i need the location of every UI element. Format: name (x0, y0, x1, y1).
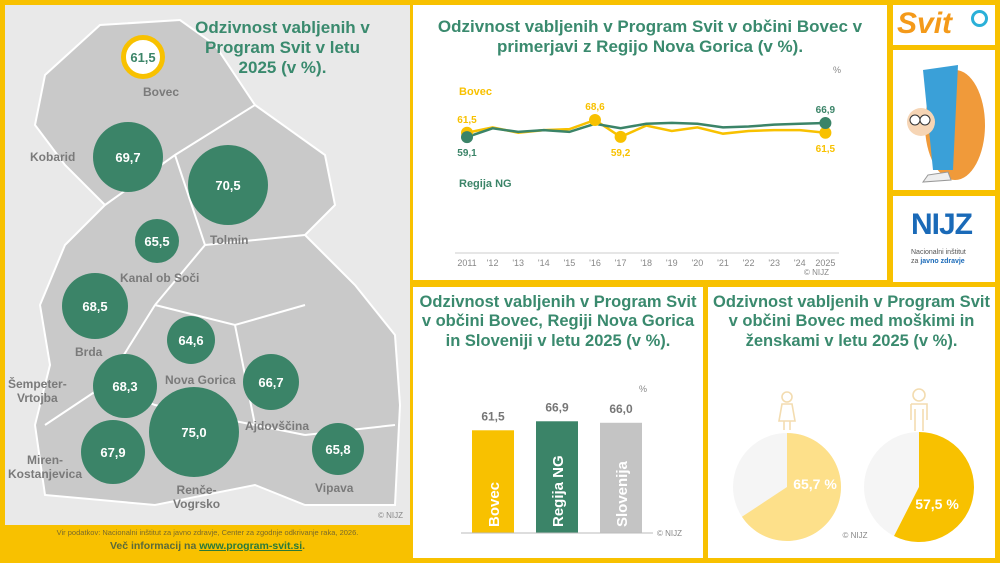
municipality-label: Brda (75, 345, 103, 359)
bar-chart: % 61,5 Bovec 66,9 Regija NG 66,0 Slovenija © NI… (461, 384, 682, 538)
pie-chart-panel: Odzivnost vabljenih v Program Svit v obč… (708, 287, 995, 558)
nijz-logo: NIJZ (911, 208, 973, 241)
pie-chart-title: Odzivnost vabljenih v Program Svit v obč… (713, 293, 990, 350)
more-info-text: Več informacij na (109, 540, 200, 552)
data-point (819, 117, 832, 130)
punct: . (302, 540, 306, 552)
municipality-bubble: 68,5 (62, 273, 128, 339)
pie-slice (894, 432, 974, 542)
bar (600, 422, 642, 533)
x-tick-label: 2011 (457, 258, 476, 268)
municipality-label: Renče- Vogrsko (173, 483, 221, 511)
x-tick-label: '20 (692, 258, 704, 268)
municipality-label: Kobarid (30, 150, 76, 164)
data-point (461, 131, 473, 144)
mascot-panel (893, 50, 995, 190)
x-tick-label: '19 (666, 258, 678, 268)
copyright: © NIJZ (804, 268, 829, 277)
line-chart-title: Odzivnost vabljenih v Program Svit v obč… (437, 17, 863, 57)
municipality-label: Šempeter- Vrtojba (8, 377, 67, 405)
data-point (819, 126, 832, 139)
municipality-bubble: 65,8 (312, 423, 364, 475)
pie-label: 57,5 % (915, 496, 959, 512)
bar-chart-title: Odzivnost vabljenih v Program Svit v obč… (419, 293, 697, 350)
copyright: © NIJZ (842, 531, 867, 540)
pie-slice (741, 433, 841, 541)
series-line-regija (466, 121, 826, 139)
data-point (589, 114, 601, 126)
x-tick-label: '16 (589, 258, 601, 268)
x-tick-label: '14 (538, 258, 550, 268)
map-title: Odzivnost vabljenih v Program Svit v let… (195, 18, 370, 78)
nijz-line2b: javno zdravje (920, 258, 965, 266)
municipality-label: Bovec (143, 85, 180, 99)
municipality-bubble: 64,6 (167, 316, 215, 364)
bar (536, 421, 578, 533)
municipality-label: Tolmin (210, 233, 249, 247)
bar-value-label: 61,5 (481, 409, 505, 423)
x-tick-label: '15 (564, 258, 576, 268)
man-icon (910, 388, 928, 431)
pie-charts: 65,7 % 57,5 % © NIJZ (733, 388, 974, 542)
source-text: Vir podatkov: Nacionalni inštitut za jav… (56, 528, 359, 537)
x-tick-label: '24 (794, 258, 806, 268)
municipality-label: Kanal ob Soči (120, 271, 200, 285)
legend-label: Bovec (459, 86, 492, 98)
bar (472, 430, 514, 533)
data-label: 61,5 (816, 144, 836, 155)
footer: Vir podatkov: Nacionalni inštitut za jav… (5, 528, 410, 552)
data-label: 66,9 (816, 105, 836, 116)
bar-category-label: Bovec (486, 482, 503, 527)
magnifier-icon (971, 10, 988, 27)
line-chart: % 2011 '12 '13 '14 '15 '16 '17 '18 '19 '20 '21 '22 '2… (455, 65, 841, 277)
pie-label: 65,7 % (793, 476, 837, 492)
bar-value-label: 66,9 (545, 400, 569, 414)
municipality-bubble: 75,0 (149, 387, 239, 477)
svit-logo-panel: Svit (893, 5, 995, 45)
x-tick-label: '12 (487, 258, 499, 268)
svit-logo: Svit (897, 7, 953, 40)
municipality-label: Nova Gorica (165, 373, 236, 387)
x-tick-label: '23 (768, 258, 780, 268)
x-tick-label: '17 (615, 258, 627, 268)
x-tick-label: '21 (717, 258, 729, 268)
x-tick-label: '13 (512, 258, 524, 268)
unit-label: % (833, 65, 841, 75)
municipality-bubble: 70,5 (188, 145, 268, 225)
legend-label: Regija NG (459, 178, 512, 190)
map-panel: Odzivnost vabljenih v Program Svit v let… (5, 5, 410, 525)
data-label: 59,1 (457, 148, 477, 159)
data-label: 59,2 (611, 148, 631, 159)
bar-category-label: Slovenija (614, 460, 631, 527)
bar-value-label: 66,0 (609, 402, 633, 416)
municipality-bubble: 61,5 (121, 35, 165, 79)
data-point (614, 130, 627, 143)
municipality-label: Miren- Kostanjevica (8, 453, 83, 481)
bar-category-label: Regija NG (550, 455, 567, 527)
program-svit-link[interactable]: www.program-svit.si (199, 540, 303, 552)
x-tick-label: '18 (640, 258, 652, 268)
x-tick-label: 2025 (815, 258, 835, 268)
nijz-line1: Nacionalni inštitut (911, 249, 966, 256)
municipality-bubble: 68,3 (93, 354, 157, 418)
municipality-bubble: 66,7 (243, 354, 299, 410)
municipality-bubble: 69,7 (93, 122, 163, 192)
unit-label: % (639, 384, 647, 394)
x-tick-label: '22 (743, 258, 755, 268)
woman-icon (778, 391, 796, 430)
map-copyright: © NIJZ (378, 511, 404, 520)
municipality-label: Vipava (315, 481, 354, 495)
mascot-illustration (907, 65, 985, 183)
copyright: © NIJZ (657, 529, 682, 538)
bar-chart-panel: Odzivnost vabljenih v Program Svit v obč… (413, 287, 703, 558)
municipality-label: Ajdovščina (245, 419, 310, 433)
nijz-line2a: za (911, 258, 921, 266)
data-label: 61,5 (457, 115, 477, 126)
nijz-logo-panel: NIJZ Nacionalni inštitut za javno zdravje (893, 196, 995, 282)
municipality-bubble: 67,9 (81, 420, 145, 484)
municipality-bubble: 65,5 (135, 219, 179, 263)
line-chart-panel: Odzivnost vabljenih v Program Svit v obč… (413, 5, 887, 280)
data-label: 68,6 (585, 102, 605, 113)
